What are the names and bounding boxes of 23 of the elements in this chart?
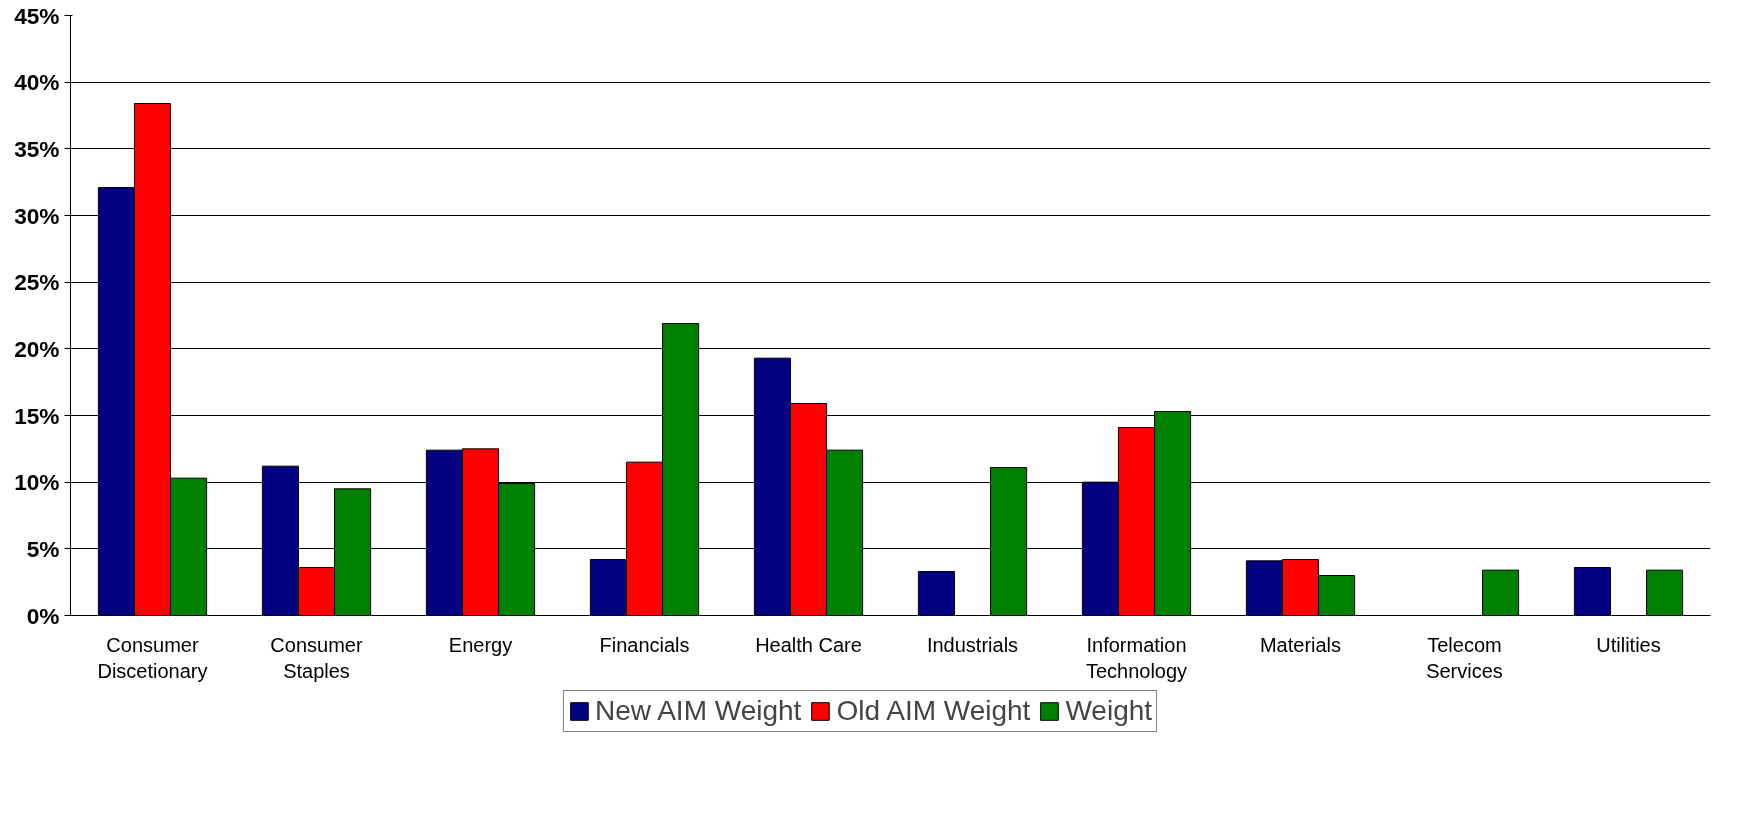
x-tick-label: Financials: [599, 633, 690, 656]
y-tick-label: 30%: [14, 202, 60, 229]
x-tick-label: Consumer Discetionary: [97, 633, 208, 682]
x-tick-label: Materials: [1259, 633, 1342, 656]
y-tick-label: 20%: [14, 335, 60, 362]
y-tick-label: 45%: [14, 2, 60, 29]
y-tick-label: 40%: [14, 69, 60, 96]
x-tick-label: Consumer Staples: [270, 633, 363, 682]
y-tick-label: 25%: [14, 269, 60, 296]
x-tick-label: Telecom Services: [1426, 633, 1503, 682]
legend-label: New AIM Weight: [594, 695, 802, 727]
x-tick-label: Energy: [448, 633, 513, 656]
x-tick-label: Health Care: [755, 633, 862, 656]
x-tick-label: Information Technology: [1085, 633, 1188, 682]
y-tick-label: 35%: [14, 135, 60, 162]
x-tick-label: Industrials: [926, 633, 1019, 656]
y-tick-label: 0%: [26, 602, 60, 629]
y-tick-label: 10%: [14, 469, 60, 496]
x-tick-label: Utilities: [1596, 633, 1661, 656]
y-tick-label: 15%: [14, 402, 60, 429]
legend-label: Old AIM Weight: [836, 695, 1031, 727]
y-tick-label: 5%: [26, 535, 60, 562]
legend-label: Weight: [1065, 695, 1153, 727]
